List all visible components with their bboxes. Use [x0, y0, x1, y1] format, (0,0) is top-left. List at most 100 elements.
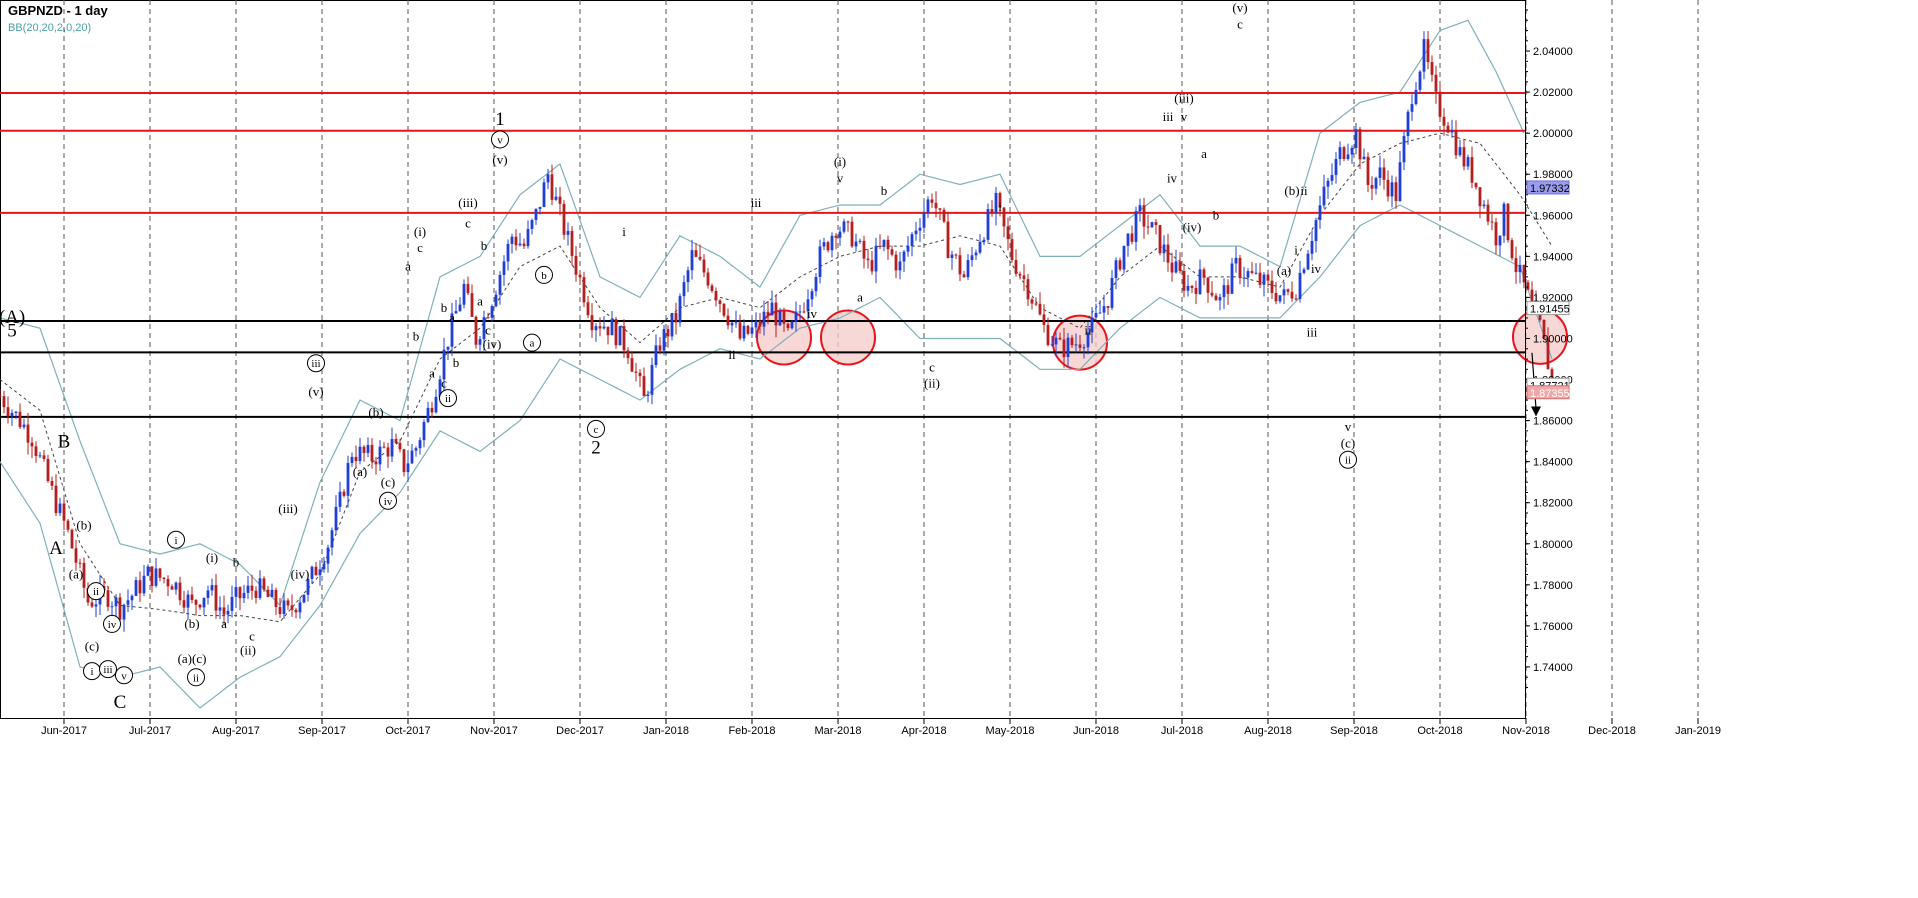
bearish-candle [170, 586, 174, 590]
bullish-candle [926, 199, 930, 213]
price-tick-label: 1.76000 [1533, 621, 1573, 633]
bullish-candle [1498, 235, 1502, 246]
bullish-candle [1162, 244, 1166, 254]
wave-label-circle [307, 354, 325, 373]
bearish-candle [870, 260, 874, 272]
bullish-candle [1402, 135, 1406, 163]
bearish-candle [1158, 225, 1162, 254]
wave-label: iii [1163, 109, 1174, 124]
bullish-candle [326, 547, 330, 564]
wave-label-circle [587, 419, 605, 438]
wave-label: i [1294, 242, 1298, 257]
bearish-candle [1266, 274, 1270, 281]
wave-label: v [1345, 419, 1352, 434]
wave-label: a [477, 294, 483, 309]
bearish-candle [1442, 116, 1446, 126]
bullish-candle [318, 569, 322, 576]
bullish-candle [1234, 257, 1238, 264]
bearish-candle [570, 230, 574, 256]
bullish-candle [438, 379, 442, 397]
bearish-candle [66, 520, 70, 530]
wave-label-circle [491, 130, 509, 149]
bullish-candle [910, 234, 914, 246]
wave-label: (c) [1341, 435, 1355, 450]
bullish-candle [458, 304, 462, 312]
bullish-candle [230, 596, 234, 611]
bearish-candle [722, 303, 726, 316]
bearish-candle [1550, 369, 1554, 378]
wave-label: (b) [76, 517, 91, 532]
bearish-candle [46, 458, 50, 482]
wave-label-circle [103, 614, 121, 633]
bearish-candle [106, 590, 110, 607]
bullish-candle [770, 302, 774, 316]
bullish-candle [38, 455, 42, 457]
bullish-candle [526, 228, 530, 247]
bearish-candle [846, 221, 850, 223]
wave-label: iv [1167, 170, 1178, 185]
bullish-candle [1374, 178, 1378, 189]
price-tick-label: 2.04000 [1533, 46, 1573, 58]
bullish-candle [670, 313, 674, 337]
bearish-candle [746, 325, 750, 334]
bearish-candle [586, 302, 590, 316]
wave-label: (iii) [1174, 90, 1194, 105]
bearish-candle [382, 446, 386, 448]
bullish-candle [506, 243, 510, 262]
bearish-candle [782, 311, 786, 324]
bullish-candle [762, 311, 766, 327]
bullish-candle [734, 322, 738, 324]
bullish-candle [498, 274, 502, 295]
bullish-candle [246, 585, 250, 593]
bearish-candle [1426, 39, 1430, 63]
bearish-candle [1250, 271, 1254, 273]
bullish-candle [1322, 186, 1326, 206]
bullish-candle [1330, 175, 1334, 181]
bearish-candle [758, 321, 762, 327]
bb-upper-band [0, 19, 1525, 607]
bullish-candle [142, 575, 146, 594]
price-tick-label: 1.78000 [1533, 580, 1573, 592]
bullish-candle [258, 578, 262, 598]
bullish-candle [322, 563, 326, 570]
plot-frame [0, 0, 1526, 719]
wave-label-circle [379, 491, 397, 510]
bullish-candle [110, 606, 114, 608]
wave-label: iii [311, 358, 320, 370]
wave-label: b [233, 554, 240, 569]
bearish-candle [62, 503, 66, 521]
bullish-candle [610, 319, 614, 336]
bullish-candle [390, 438, 394, 457]
wave-label: c [594, 424, 599, 436]
bullish-candle [1102, 306, 1106, 313]
bearish-candle [1522, 264, 1526, 283]
wave-label: ii [1300, 183, 1308, 198]
bullish-candle [798, 311, 802, 313]
bearish-candle [274, 589, 278, 608]
bearish-candle [998, 192, 1002, 208]
bearish-candle [642, 376, 646, 396]
bullish-candle [1138, 205, 1142, 212]
month-label: Aug-2017 [212, 725, 260, 737]
bullish-candle [1230, 263, 1234, 294]
bearish-candle [658, 345, 662, 351]
month-label: May-2018 [986, 725, 1035, 737]
wave-label: (iv) [483, 337, 502, 352]
wave-label: (iv) [1183, 220, 1202, 235]
bb-lower-band [0, 204, 1553, 709]
bearish-candle [558, 196, 562, 204]
bullish-candle [730, 322, 734, 326]
wave-label: ii [93, 586, 99, 598]
bullish-candle [510, 236, 514, 244]
bullish-candle [502, 261, 506, 275]
bearish-candle [78, 562, 82, 564]
bearish-candle [878, 245, 882, 247]
price-tag [1526, 301, 1570, 316]
bullish-candle [426, 407, 430, 422]
wave-label: (iii) [278, 501, 298, 516]
bullish-candle [906, 245, 910, 252]
bullish-candle [1098, 312, 1102, 314]
wave-label: ii [193, 672, 199, 684]
bullish-candle [1094, 312, 1098, 318]
bullish-candle [478, 339, 482, 345]
